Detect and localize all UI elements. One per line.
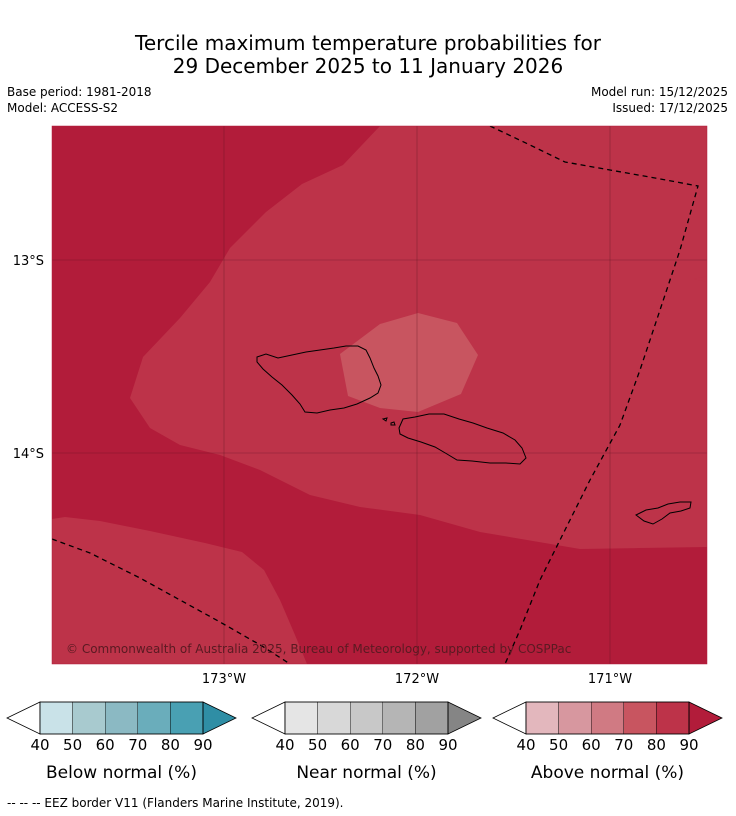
colorbar-below-segment-80 (170, 701, 204, 735)
colorbar-above-outline (525, 701, 690, 735)
region-above-80-e (694, 276, 707, 282)
title-line-1: Tercile maximum temperature probabilitie… (135, 31, 601, 55)
colorbar-near-outline (284, 701, 449, 735)
colorbar-below-low-extension (6, 701, 41, 735)
colorbar-above-low-extension (492, 701, 527, 735)
colorbar-near-tick-70: 70 (373, 736, 392, 754)
lat-label-13s: 13°S (13, 254, 44, 269)
colorbar-near-segment-60 (350, 701, 384, 735)
colorbar-above-segment-60 (591, 701, 625, 735)
lon-label-173w: 173°W (202, 672, 246, 687)
colorbar-near-tick-40: 40 (275, 736, 294, 754)
island-apolima (390, 421, 396, 426)
map-figure: © Commonwealth of Australia 2025, Bureau… (6, 125, 723, 783)
model-run: Model run: 15/12/2025 (590, 85, 728, 99)
colorbar-near-tick-80: 80 (406, 736, 425, 754)
colorbar-near-low-extension (251, 701, 286, 735)
colorbar-above-segment-50 (558, 701, 592, 735)
colorbar-above-tick-60: 60 (582, 736, 601, 754)
eez-border-southwest (52, 538, 291, 664)
issued-date: Issued: 17/12/2025 (612, 101, 728, 115)
colorbar-below-tick-60: 60 (96, 736, 115, 754)
colorbar-above-tick-70: 70 (614, 736, 633, 754)
colorbar-near-tick-90: 90 (438, 736, 457, 754)
colorbar-above-segment-40 (525, 701, 559, 735)
colorbar-near-title: Near normal (%) (296, 763, 436, 783)
colorbar-below-segment-40 (39, 701, 73, 735)
island-upolu (398, 413, 527, 465)
colorbar-above-title: Above normal (%) (531, 763, 684, 783)
colorbar-above-high-extension (688, 701, 723, 735)
colorbar-near-segment-80 (415, 701, 449, 735)
eez-border-east (489, 126, 699, 664)
colorbar-near-tick-60: 60 (341, 736, 360, 754)
lon-label-172w: 172°W (395, 672, 439, 687)
probability-field (52, 126, 707, 664)
lon-label-171w: 171°W (588, 672, 632, 687)
lat-label-14s: 14°S (13, 447, 44, 462)
colorbar-below-title: Below normal (%) (46, 763, 197, 783)
eez-legend-footer: -- -- -- EEZ border V11 (Flanders Marine… (7, 796, 344, 810)
region-above-80-sw (52, 517, 307, 664)
colorbar-near-high-extension (447, 701, 482, 735)
colorbar-below-tick-80: 80 (161, 736, 180, 754)
colorbar-above-tick-90: 90 (679, 736, 698, 754)
title-line-2: 29 December 2025 to 11 January 2026 (172, 54, 564, 78)
island-manono (381, 417, 388, 422)
colorbar-above: 40 50 60 70 80 90 Above normal (%) (492, 701, 723, 783)
colorbar-below-segment-50 (72, 701, 106, 735)
island-tutuila (635, 501, 692, 525)
colorbar-below: 40 50 60 70 80 90 Below normal (%) (6, 701, 237, 783)
colorbar-below-segment-70 (137, 701, 171, 735)
colorbar-above-segment-80 (656, 701, 690, 735)
colorbar-below-tick-40: 40 (30, 736, 49, 754)
colorbar-below-segment-60 (104, 701, 138, 735)
graticule (52, 126, 707, 664)
coastlines (256, 345, 692, 525)
colorbar-below-tick-90: 90 (193, 736, 212, 754)
colorbar-above-tick-50: 50 (549, 736, 568, 754)
region-above-70 (340, 313, 478, 412)
colorbar-above-tick-80: 80 (647, 736, 666, 754)
colorbar-below-outline (39, 701, 204, 735)
island-savaii (256, 345, 382, 414)
colorbar-below-high-extension (202, 701, 237, 735)
colorbar-near-segment-70 (382, 701, 416, 735)
map-frame (51, 125, 708, 665)
colorbar-above-segment-70 (623, 701, 657, 735)
colorbar-near-segment-40 (284, 701, 318, 735)
colorbars: 40 50 60 70 80 90 Below normal (%) 40 50 60 70 80 90… (6, 701, 723, 783)
colorbar-near-tick-50: 50 (308, 736, 327, 754)
model-name: Model: ACCESS-S2 (7, 101, 119, 115)
eez-border (52, 126, 699, 664)
copyright-notice: © Commonwealth of Australia 2025, Bureau… (66, 642, 571, 656)
colorbar-below-tick-70: 70 (128, 736, 147, 754)
colorbar-near-segment-50 (317, 701, 351, 735)
colorbar-above-tick-40: 40 (516, 736, 535, 754)
colorbar-below-tick-50: 50 (63, 736, 82, 754)
base-period: Base period: 1981-2018 (7, 85, 152, 99)
